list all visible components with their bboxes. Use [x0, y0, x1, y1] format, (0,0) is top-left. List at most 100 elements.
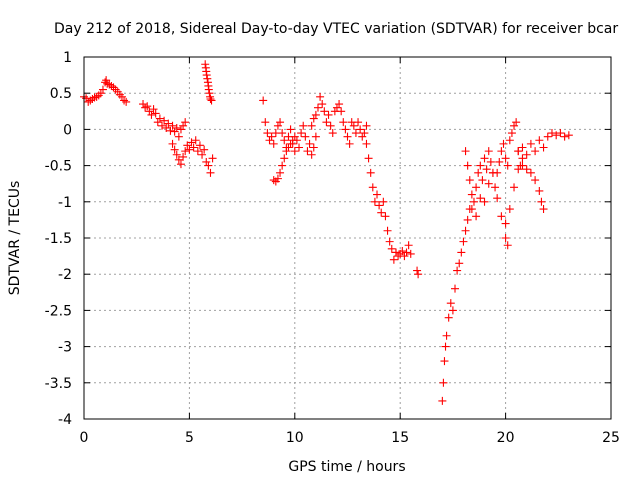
data-point	[377, 208, 386, 217]
data-point	[539, 205, 548, 214]
data-point	[514, 147, 523, 156]
data-point	[181, 147, 190, 156]
data-point	[467, 190, 476, 199]
data-point	[288, 136, 297, 145]
data-point	[476, 161, 485, 170]
data-point	[497, 212, 506, 221]
data-point	[88, 94, 97, 103]
data-point	[160, 116, 169, 125]
data-point	[518, 161, 527, 170]
data-point	[474, 168, 483, 177]
series-arc-9	[391, 241, 423, 279]
data-point	[164, 119, 173, 128]
data-point	[438, 396, 447, 405]
data-point	[476, 194, 485, 203]
data-point	[354, 118, 363, 127]
data-point	[335, 100, 344, 109]
data-point	[267, 132, 276, 141]
data-point	[278, 161, 287, 170]
data-point	[269, 139, 278, 148]
data-point	[105, 80, 114, 89]
data-point	[463, 215, 472, 224]
series-arc-6	[269, 132, 299, 186]
data-point	[461, 147, 470, 156]
series-arc-8	[362, 139, 400, 264]
series-arc-15	[514, 129, 573, 159]
data-point	[368, 183, 377, 192]
data-point	[341, 125, 350, 134]
data-point	[514, 165, 523, 174]
data-point	[493, 168, 502, 177]
y-tick-label: 0.5	[50, 86, 72, 102]
y-tick-label: -4	[58, 412, 72, 428]
data-point	[455, 259, 464, 268]
data-point	[261, 118, 270, 127]
data-point	[469, 197, 478, 206]
data-point	[472, 183, 481, 192]
y-tick-label: 0	[63, 122, 72, 138]
data-point	[499, 139, 508, 148]
data-point	[303, 147, 312, 156]
axis-ticks	[83, 56, 612, 420]
data-point	[522, 150, 531, 159]
series-arc-7	[307, 92, 371, 148]
data-point	[82, 94, 91, 103]
data-point	[406, 249, 415, 258]
data-point	[381, 212, 390, 221]
series-arc-2	[139, 100, 190, 141]
data-point	[480, 154, 489, 163]
grid-lines	[84, 57, 611, 419]
data-point	[387, 244, 396, 253]
data-point	[370, 197, 379, 206]
data-point	[343, 132, 352, 141]
data-point	[441, 342, 450, 351]
data-point	[531, 176, 540, 185]
data-point	[185, 145, 194, 154]
data-point	[162, 123, 171, 132]
data-point	[505, 136, 514, 145]
data-point	[198, 150, 207, 159]
data-point	[322, 118, 331, 127]
data-point	[320, 107, 329, 116]
data-point	[337, 107, 346, 116]
data-point	[482, 165, 491, 174]
series-arc-3	[168, 136, 217, 177]
data-point	[383, 226, 392, 235]
data-point	[332, 103, 341, 112]
data-point	[139, 100, 148, 109]
data-point	[299, 121, 308, 130]
plot-frame	[83, 56, 612, 420]
data-point	[313, 103, 322, 112]
data-point	[463, 161, 472, 170]
data-point	[263, 129, 272, 138]
x-tick-labels: 0 5 10 15 20 25	[80, 430, 620, 446]
data-point	[170, 127, 179, 136]
data-point	[375, 201, 384, 210]
data-point	[269, 176, 278, 185]
y-tick-label: -3.5	[45, 376, 72, 392]
data-point	[166, 126, 175, 135]
data-point	[362, 121, 371, 130]
series-arc-12	[467, 168, 512, 250]
data-point	[181, 118, 190, 127]
x-tick-label: 15	[391, 430, 409, 446]
data-point	[193, 147, 202, 156]
data-point	[305, 139, 314, 148]
data-point	[349, 121, 358, 130]
data-point	[543, 132, 552, 141]
series-arc-10	[438, 205, 474, 405]
data-point	[207, 96, 216, 105]
data-point	[203, 74, 212, 83]
data-points	[80, 60, 573, 405]
data-point	[176, 160, 185, 169]
series-arc-14	[501, 161, 548, 228]
data-point	[467, 205, 476, 214]
data-point	[398, 247, 407, 256]
data-point	[491, 183, 500, 192]
data-point	[143, 102, 152, 111]
data-point	[472, 212, 481, 221]
data-point	[402, 248, 411, 257]
data-point	[362, 139, 371, 148]
x-tick-label: 5	[185, 430, 194, 446]
data-point	[153, 118, 162, 127]
